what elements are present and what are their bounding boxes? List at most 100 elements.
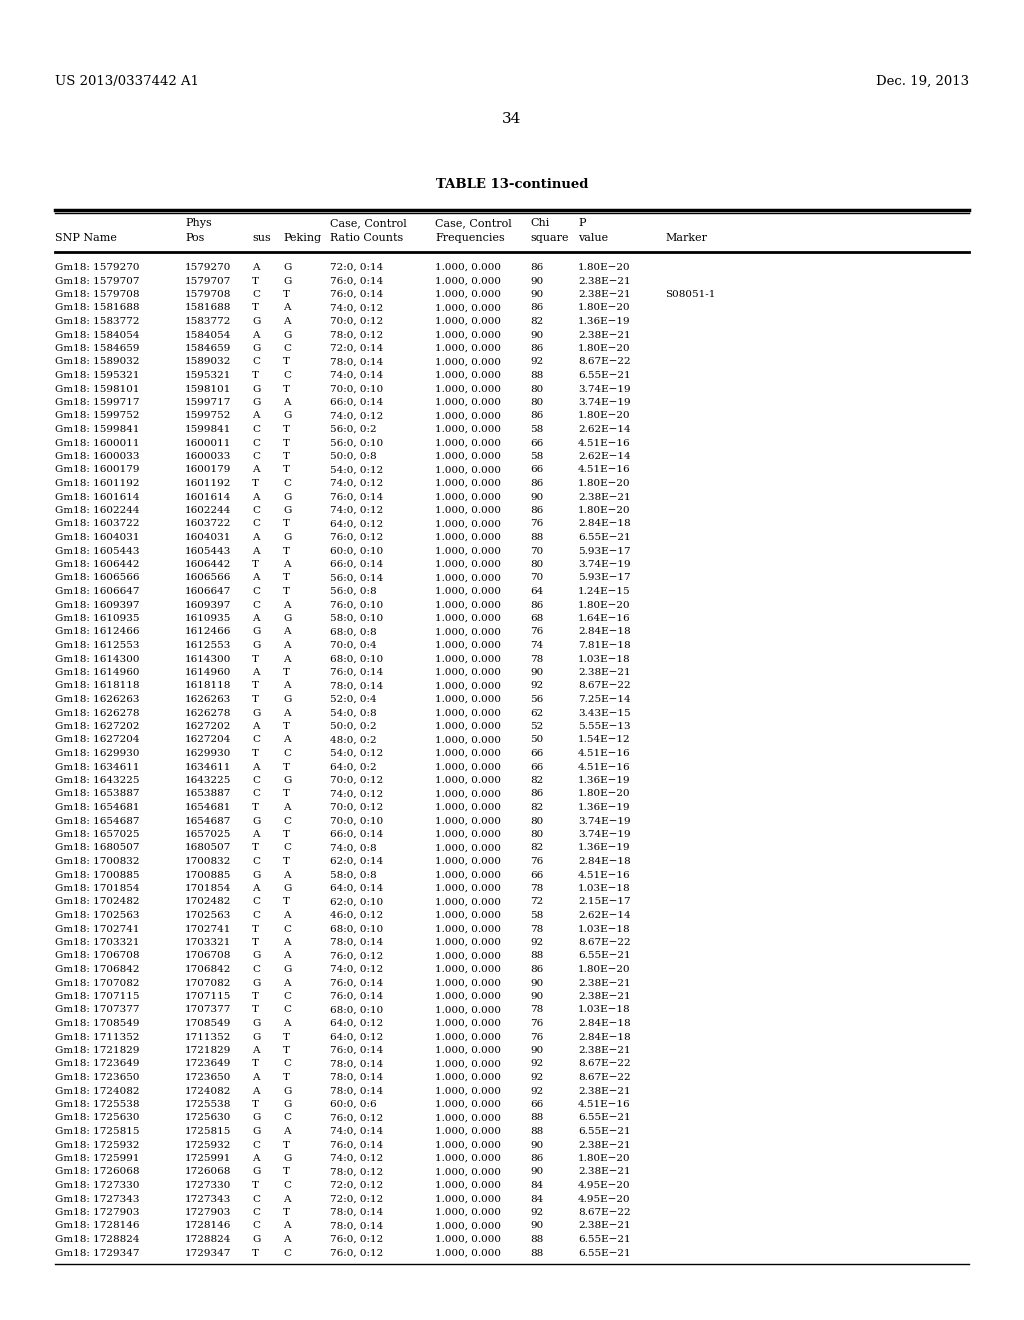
Text: 1.000, 0.000: 1.000, 0.000 [435,1154,501,1163]
Text: 2.84E−18: 2.84E−18 [578,520,631,528]
Text: T: T [283,425,290,434]
Text: 76: 76 [530,857,544,866]
Text: 58: 58 [530,911,544,920]
Text: 74:0, 0:12: 74:0, 0:12 [330,304,383,313]
Text: 68:0, 0:10: 68:0, 0:10 [330,655,383,664]
Text: T: T [283,451,290,461]
Text: G: G [283,1154,292,1163]
Text: Gm18: 1604031: Gm18: 1604031 [55,533,139,543]
Text: C: C [283,345,291,352]
Text: 2.84E−18: 2.84E−18 [578,857,631,866]
Text: A: A [252,1154,259,1163]
Text: 1612466: 1612466 [185,627,231,636]
Text: A: A [283,1019,291,1028]
Text: 1.000, 0.000: 1.000, 0.000 [435,830,501,840]
Text: T: T [252,304,259,313]
Text: 76:0, 0:14: 76:0, 0:14 [330,1140,383,1150]
Text: 72: 72 [530,898,544,907]
Text: 1589032: 1589032 [185,358,231,367]
Text: 76:0, 0:14: 76:0, 0:14 [330,290,383,300]
Text: A: A [283,655,291,664]
Text: C: C [283,1060,291,1068]
Text: 70:0, 0:10: 70:0, 0:10 [330,384,383,393]
Text: 56:0, 0:10: 56:0, 0:10 [330,438,383,447]
Text: Gm18: 1725991: Gm18: 1725991 [55,1154,139,1163]
Text: 78:0, 0:14: 78:0, 0:14 [330,1086,383,1096]
Text: 1.000, 0.000: 1.000, 0.000 [435,451,501,461]
Text: 1654687: 1654687 [185,817,231,825]
Text: T: T [283,1073,290,1082]
Text: T: T [252,843,259,853]
Text: Gm18: 1581688: Gm18: 1581688 [55,304,139,313]
Text: G: G [252,952,260,961]
Text: 1612553: 1612553 [185,642,231,649]
Text: 1.000, 0.000: 1.000, 0.000 [435,709,501,718]
Text: 1599752: 1599752 [185,412,231,421]
Text: 60:0, 0:10: 60:0, 0:10 [330,546,383,556]
Text: 72:0, 0:12: 72:0, 0:12 [330,1181,383,1191]
Text: 90: 90 [530,1045,544,1055]
Text: 90: 90 [530,492,544,502]
Text: Gm18: 1584659: Gm18: 1584659 [55,345,139,352]
Text: 1.03E−18: 1.03E−18 [578,655,631,664]
Text: 1.000, 0.000: 1.000, 0.000 [435,1032,501,1041]
Text: C: C [252,1140,260,1150]
Text: 88: 88 [530,1249,544,1258]
Text: 76:0, 0:14: 76:0, 0:14 [330,993,383,1001]
Text: 2.62E−14: 2.62E−14 [578,911,631,920]
Text: 2.84E−18: 2.84E−18 [578,627,631,636]
Text: 8.67E−22: 8.67E−22 [578,939,631,946]
Text: Gm18: 1725630: Gm18: 1725630 [55,1114,139,1122]
Text: 4.51E−16: 4.51E−16 [578,466,631,474]
Text: 76: 76 [530,520,544,528]
Text: 1.000, 0.000: 1.000, 0.000 [435,290,501,300]
Text: Gm18: 1723650: Gm18: 1723650 [55,1073,139,1082]
Text: A: A [283,642,291,649]
Text: 92: 92 [530,681,544,690]
Text: 1.000, 0.000: 1.000, 0.000 [435,399,501,407]
Text: 1.000, 0.000: 1.000, 0.000 [435,993,501,1001]
Text: G: G [252,627,260,636]
Text: 1.000, 0.000: 1.000, 0.000 [435,857,501,866]
Text: 86: 86 [530,304,544,313]
Text: T: T [283,520,290,528]
Text: 7.81E−18: 7.81E−18 [578,642,631,649]
Text: A: A [283,304,291,313]
Text: 1600011: 1600011 [185,438,231,447]
Text: C: C [283,1181,291,1191]
Text: A: A [283,803,291,812]
Text: Gm18: 1579270: Gm18: 1579270 [55,263,139,272]
Text: 56:0, 0:14: 56:0, 0:14 [330,573,383,582]
Text: 4.51E−16: 4.51E−16 [578,763,631,771]
Text: A: A [252,573,259,582]
Text: 1.000, 0.000: 1.000, 0.000 [435,546,501,556]
Text: 4.95E−20: 4.95E−20 [578,1181,631,1191]
Text: G: G [252,817,260,825]
Text: T: T [283,857,290,866]
Text: G: G [283,776,292,785]
Text: Gm18: 1724082: Gm18: 1724082 [55,1086,139,1096]
Text: square: square [530,234,568,243]
Text: G: G [252,1236,260,1243]
Text: 70: 70 [530,546,544,556]
Text: A: A [252,668,259,677]
Text: 6.55E−21: 6.55E−21 [578,1127,631,1137]
Text: C: C [252,587,260,597]
Text: 2.84E−18: 2.84E−18 [578,1032,631,1041]
Text: 1.000, 0.000: 1.000, 0.000 [435,1006,501,1015]
Text: 1.000, 0.000: 1.000, 0.000 [435,952,501,961]
Text: US 2013/0337442 A1: US 2013/0337442 A1 [55,75,199,88]
Text: 1.36E−19: 1.36E−19 [578,843,631,853]
Text: 1614960: 1614960 [185,668,231,677]
Text: 1605443: 1605443 [185,546,231,556]
Text: 1643225: 1643225 [185,776,231,785]
Text: T: T [283,466,290,474]
Text: 2.38E−21: 2.38E−21 [578,978,631,987]
Text: 1.000, 0.000: 1.000, 0.000 [435,843,501,853]
Text: C: C [252,425,260,434]
Text: 1.000, 0.000: 1.000, 0.000 [435,870,501,879]
Text: 76:0, 0:10: 76:0, 0:10 [330,601,383,610]
Text: 1.24E−15: 1.24E−15 [578,587,631,597]
Text: 76:0, 0:14: 76:0, 0:14 [330,978,383,987]
Text: A: A [283,709,291,718]
